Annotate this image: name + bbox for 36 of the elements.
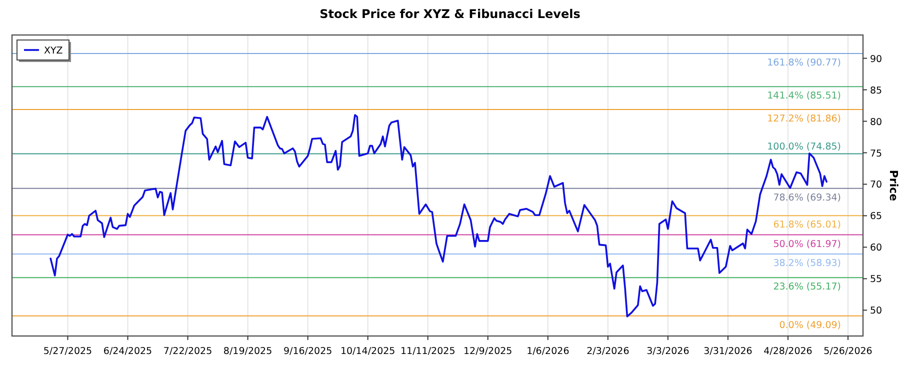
chart-title: Stock Price for XYZ & Fibunacci Levels [320,7,580,21]
ref-line-label: 23.6% (55.17) [773,282,841,293]
ref-line-label: 141.4% (85.51) [767,90,841,102]
y-tick-label: 55 [870,274,882,286]
y-tick-label: 65 [870,211,882,222]
x-tick-label: 1/6/2026 [526,346,570,357]
x-tick-label: 5/27/2025 [43,346,92,357]
x-tick-label: 9/16/2025 [283,346,332,357]
ref-line-label: 100.0% (74.85) [767,142,841,153]
y-tick-label: 75 [870,148,882,160]
y-tick-label: 85 [870,85,882,96]
x-tick-label: 5/26/2026 [824,346,872,357]
ref-line-label: 61.8% (65.01) [773,220,841,231]
x-tick-label: 4/28/2026 [764,346,812,357]
y-tick-label: 90 [870,54,882,65]
y-tick-label: 50 [870,306,882,317]
ref-line-label: 78.6% (69.34) [773,192,841,204]
ref-line-label: 50.0% (61.97) [773,238,841,250]
x-tick-label: 6/24/2025 [103,346,152,357]
x-tick-label: 7/22/2025 [163,346,212,357]
x-tick-label: 2/3/2026 [586,346,630,357]
x-tick-label: 3/3/2026 [646,346,690,357]
x-tick-label: 3/31/2026 [704,346,752,357]
x-tick-label: 10/14/2025 [340,346,396,357]
y-tick-label: 80 [870,116,882,128]
ref-line-label: 0.0% (49.09) [779,320,841,331]
x-tick-label: 8/19/2025 [223,346,272,357]
y-tick-label: 70 [870,180,882,191]
y-axis-title: Price [887,170,900,202]
legend-label: XYZ [44,46,64,56]
y-tick-label: 60 [870,242,882,254]
ref-line-label: 161.8% (90.77) [767,57,841,68]
x-tick-label: 12/9/2025 [464,346,512,357]
ref-line-label: 127.2% (81.86) [767,114,841,125]
ref-line-label: 38.2% (58.93) [773,258,841,269]
x-tick-label: 11/11/2025 [400,346,456,357]
